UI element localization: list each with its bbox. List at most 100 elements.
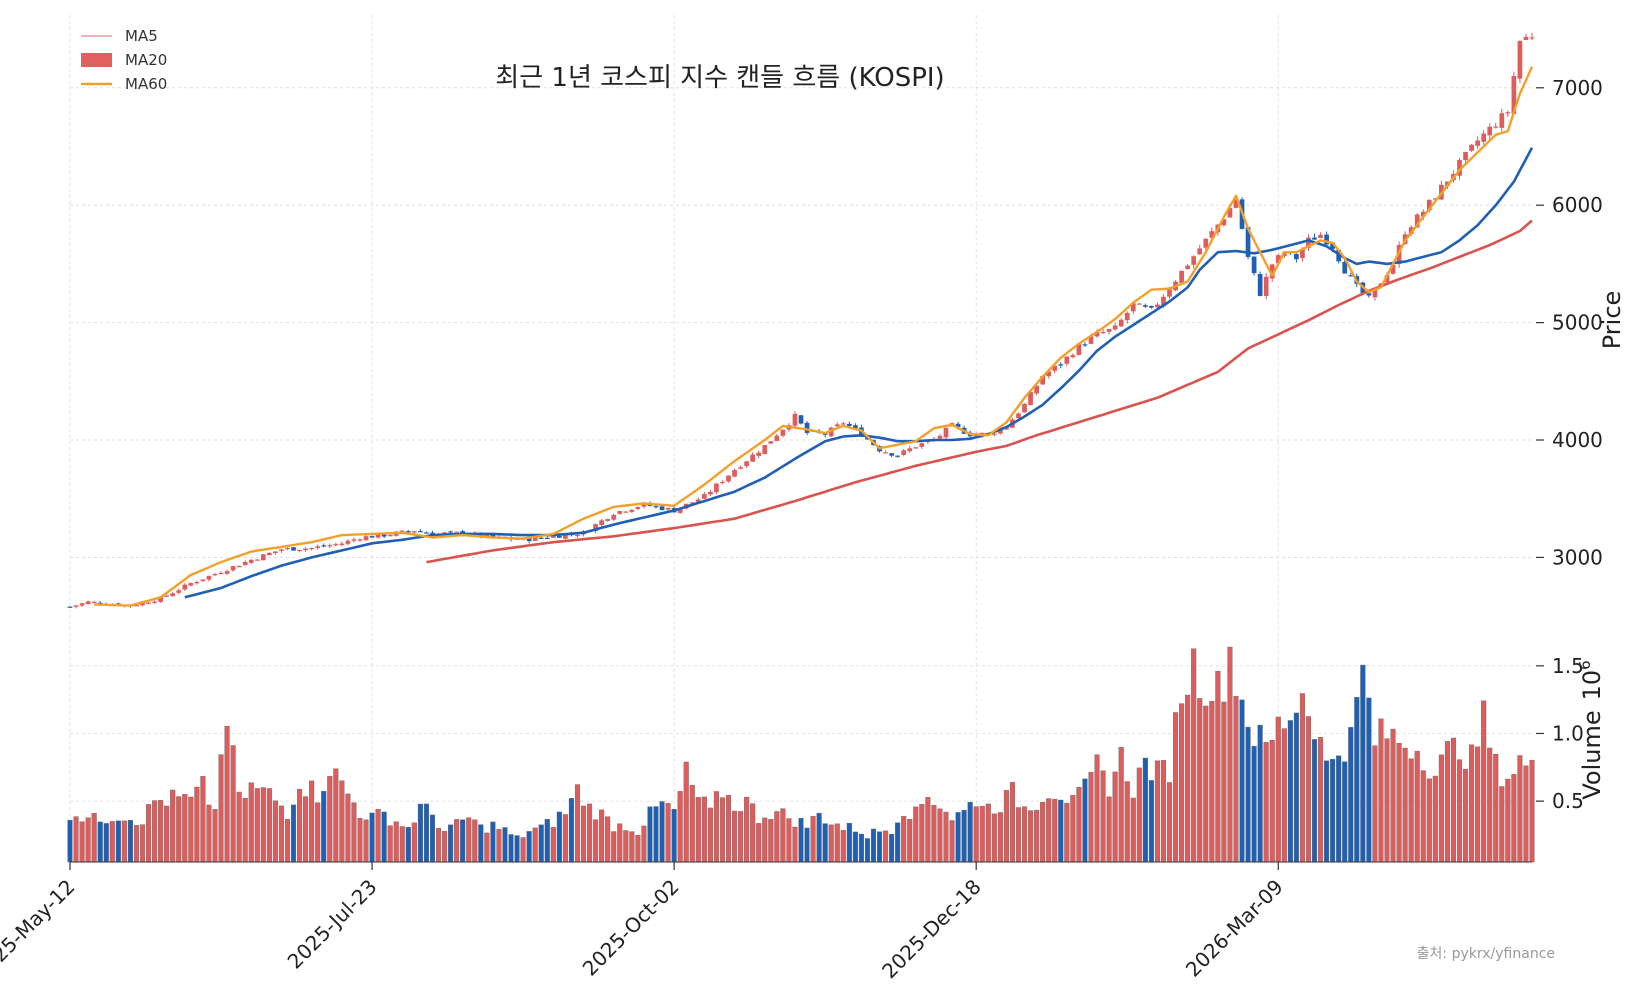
x-tick-label: 2025-May-12 [0,875,80,985]
candle-body [1487,126,1493,136]
volume-bar [1426,778,1432,863]
candle-body [955,423,961,428]
volume-bar [647,806,653,863]
volume-bar [1311,739,1318,863]
candle-body [1034,385,1039,394]
volume-axis-exponent-base: 10 [1578,670,1606,701]
volume-bar [1076,787,1082,863]
volume-bar [1130,797,1136,863]
volume-bar [145,804,152,863]
volume-bar [242,797,248,863]
volume-bar [556,811,562,863]
candle-body [484,534,490,537]
volume-bar [393,821,399,863]
moving-average-lines [94,66,1534,607]
volume-bar [1009,782,1015,863]
volume-bar [448,824,454,863]
candle-body [418,531,423,533]
volume-bar [85,817,91,863]
volume-bar [1082,778,1088,863]
candle-body [714,483,719,493]
volume-bar [200,775,206,863]
candle-body [1324,234,1329,245]
volume-bar [617,823,623,863]
candle-body [1529,37,1535,39]
volume-bar [272,800,278,863]
candle-body [490,534,496,538]
volume-bar [188,796,194,863]
candle-body [327,545,333,547]
candle-body [701,494,707,499]
volume-bar [852,831,858,863]
volume-bar [913,806,919,863]
volume-bar [967,801,973,863]
volume-bar [901,816,907,863]
volume-bar [502,827,508,863]
volume-bar [381,811,387,863]
volume-bar [1287,720,1293,863]
candle-body [1306,237,1311,248]
volume-bar [864,838,871,863]
candle-body [218,573,224,575]
candle-body [309,547,314,550]
volume-bar [466,817,472,863]
volume-bar [949,820,955,863]
candle-body [1366,293,1372,296]
volume-bar [725,795,732,863]
candle-body [194,582,200,584]
candle-body [91,601,97,604]
volume-bar [357,818,363,863]
volume-bar [254,788,260,863]
volume-bar [164,805,170,863]
candle-body [1064,356,1070,364]
volume-bar [1154,760,1160,863]
volume-bar [1324,760,1330,863]
price-tick-label: 6000 [1552,193,1603,217]
volume-bar [1281,728,1287,863]
candle-body [1420,211,1426,217]
volume-bar [883,830,889,863]
candle-body [351,539,357,541]
volume-bar [562,814,568,863]
volume-bar [1136,767,1142,863]
candle-body [1275,255,1281,264]
volume-bar [1396,742,1402,863]
candle-body [1372,287,1378,298]
volume-bar [731,810,738,863]
volume-bar [1124,781,1130,863]
candle-body [279,549,284,551]
legend-label: MA20 [125,51,167,69]
candle-body [134,605,139,607]
volume-bar [236,791,242,863]
volume-bar [719,797,726,863]
volume-bar [1444,741,1450,863]
volume-bar [454,819,460,863]
volume-bar [580,805,587,863]
x-tick-label: 2025-Oct-02 [578,875,684,981]
volume-bar [1293,712,1299,863]
volume-bar [127,820,133,863]
volume-bar [1003,790,1009,863]
volume-bar [1420,770,1426,863]
candle-body [1221,219,1227,226]
candle-body [321,545,327,547]
candle-body [623,511,629,513]
volume-bar [1523,765,1529,863]
volume-bar [442,831,448,863]
volume-bar [1088,771,1094,863]
candle-body [1082,344,1088,346]
candle-body [224,571,230,574]
candle-body [1076,343,1082,355]
candle-body [1088,336,1094,344]
volume-bar [587,803,593,863]
volume-bar [961,809,967,863]
candle-body [557,535,562,538]
volume-bar [1118,747,1124,863]
candle-body [653,506,659,508]
volume-bar [224,725,230,863]
candle-body [381,533,387,537]
candle-body [1167,289,1172,297]
candle-body [605,519,611,521]
volume-bar [1318,737,1324,863]
volume-bar [768,819,774,863]
